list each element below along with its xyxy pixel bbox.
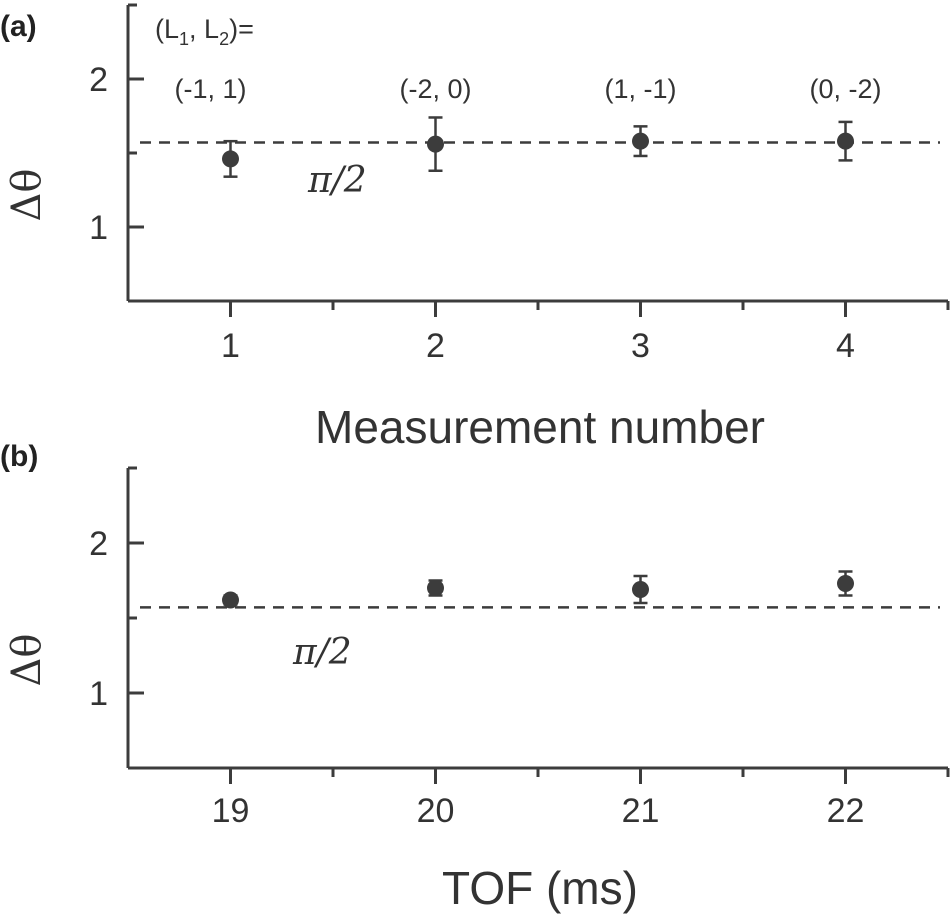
panel-a-y-axis-label: Δθ xyxy=(4,169,50,222)
panel-a-x-tick-label: 1 xyxy=(221,327,240,365)
panel-b-x-tick-label: 19 xyxy=(212,792,250,830)
panel-a-data-point xyxy=(222,150,239,168)
panel-b-data-point xyxy=(427,579,444,597)
panel-a-point-label: (-1, 1) xyxy=(174,74,246,104)
panel-a-label: (a) xyxy=(0,10,37,43)
panel-a-annotation-header-prefix: (L xyxy=(155,14,179,44)
panel-b-data-point xyxy=(632,581,649,598)
panel-a-x-axis-label: Measurement number xyxy=(315,401,765,453)
panel-a-y-tick-label: 2 xyxy=(89,61,108,99)
panel-a-y-tick-label: 1 xyxy=(89,209,108,247)
panel-a-annotation-header: (L1, L2)= xyxy=(155,14,254,49)
panel-a-data-point xyxy=(632,132,649,150)
panel-a-x-tick-label: 2 xyxy=(426,327,445,365)
panel-b-x-tick-label: 20 xyxy=(417,792,455,830)
panel-b-x-axis-label: TOF (ms) xyxy=(442,862,638,914)
panel-b-label: (b) xyxy=(0,440,38,473)
panel-a-point-label: (-2, 0) xyxy=(399,74,471,104)
panel-b-y-tick-label: 2 xyxy=(89,525,108,563)
panel-a-data-point xyxy=(837,132,854,150)
panel-a-data-point xyxy=(427,135,444,153)
panel-b-y-tick-label: 1 xyxy=(89,675,108,713)
panel-a-x-tick-label: 4 xyxy=(836,327,855,365)
panel-a-reference-label: π/2 xyxy=(307,160,367,201)
panel-b-data-point xyxy=(837,575,854,592)
panel-b-x-tick-label: 21 xyxy=(622,792,660,830)
panel-b-y-axis-label: Δθ xyxy=(4,634,50,687)
panel-a-x-tick-label: 3 xyxy=(631,327,650,365)
panel-b-data-point xyxy=(222,591,239,609)
panel-b-reference-label: π/2 xyxy=(292,632,352,673)
panel-a-point-label: (1, -1) xyxy=(604,74,676,104)
panel-b-x-tick-label: 22 xyxy=(827,792,865,830)
panel-a: (a) Δθ Measurement number (L1, L2)= 1 2 3 4… xyxy=(0,3,950,453)
panel-a-point-label: (0, -2) xyxy=(809,74,881,104)
panel-b: (b) Δθ TOF (ms) 19 20 21 22 1 2 π/2 xyxy=(0,440,950,914)
